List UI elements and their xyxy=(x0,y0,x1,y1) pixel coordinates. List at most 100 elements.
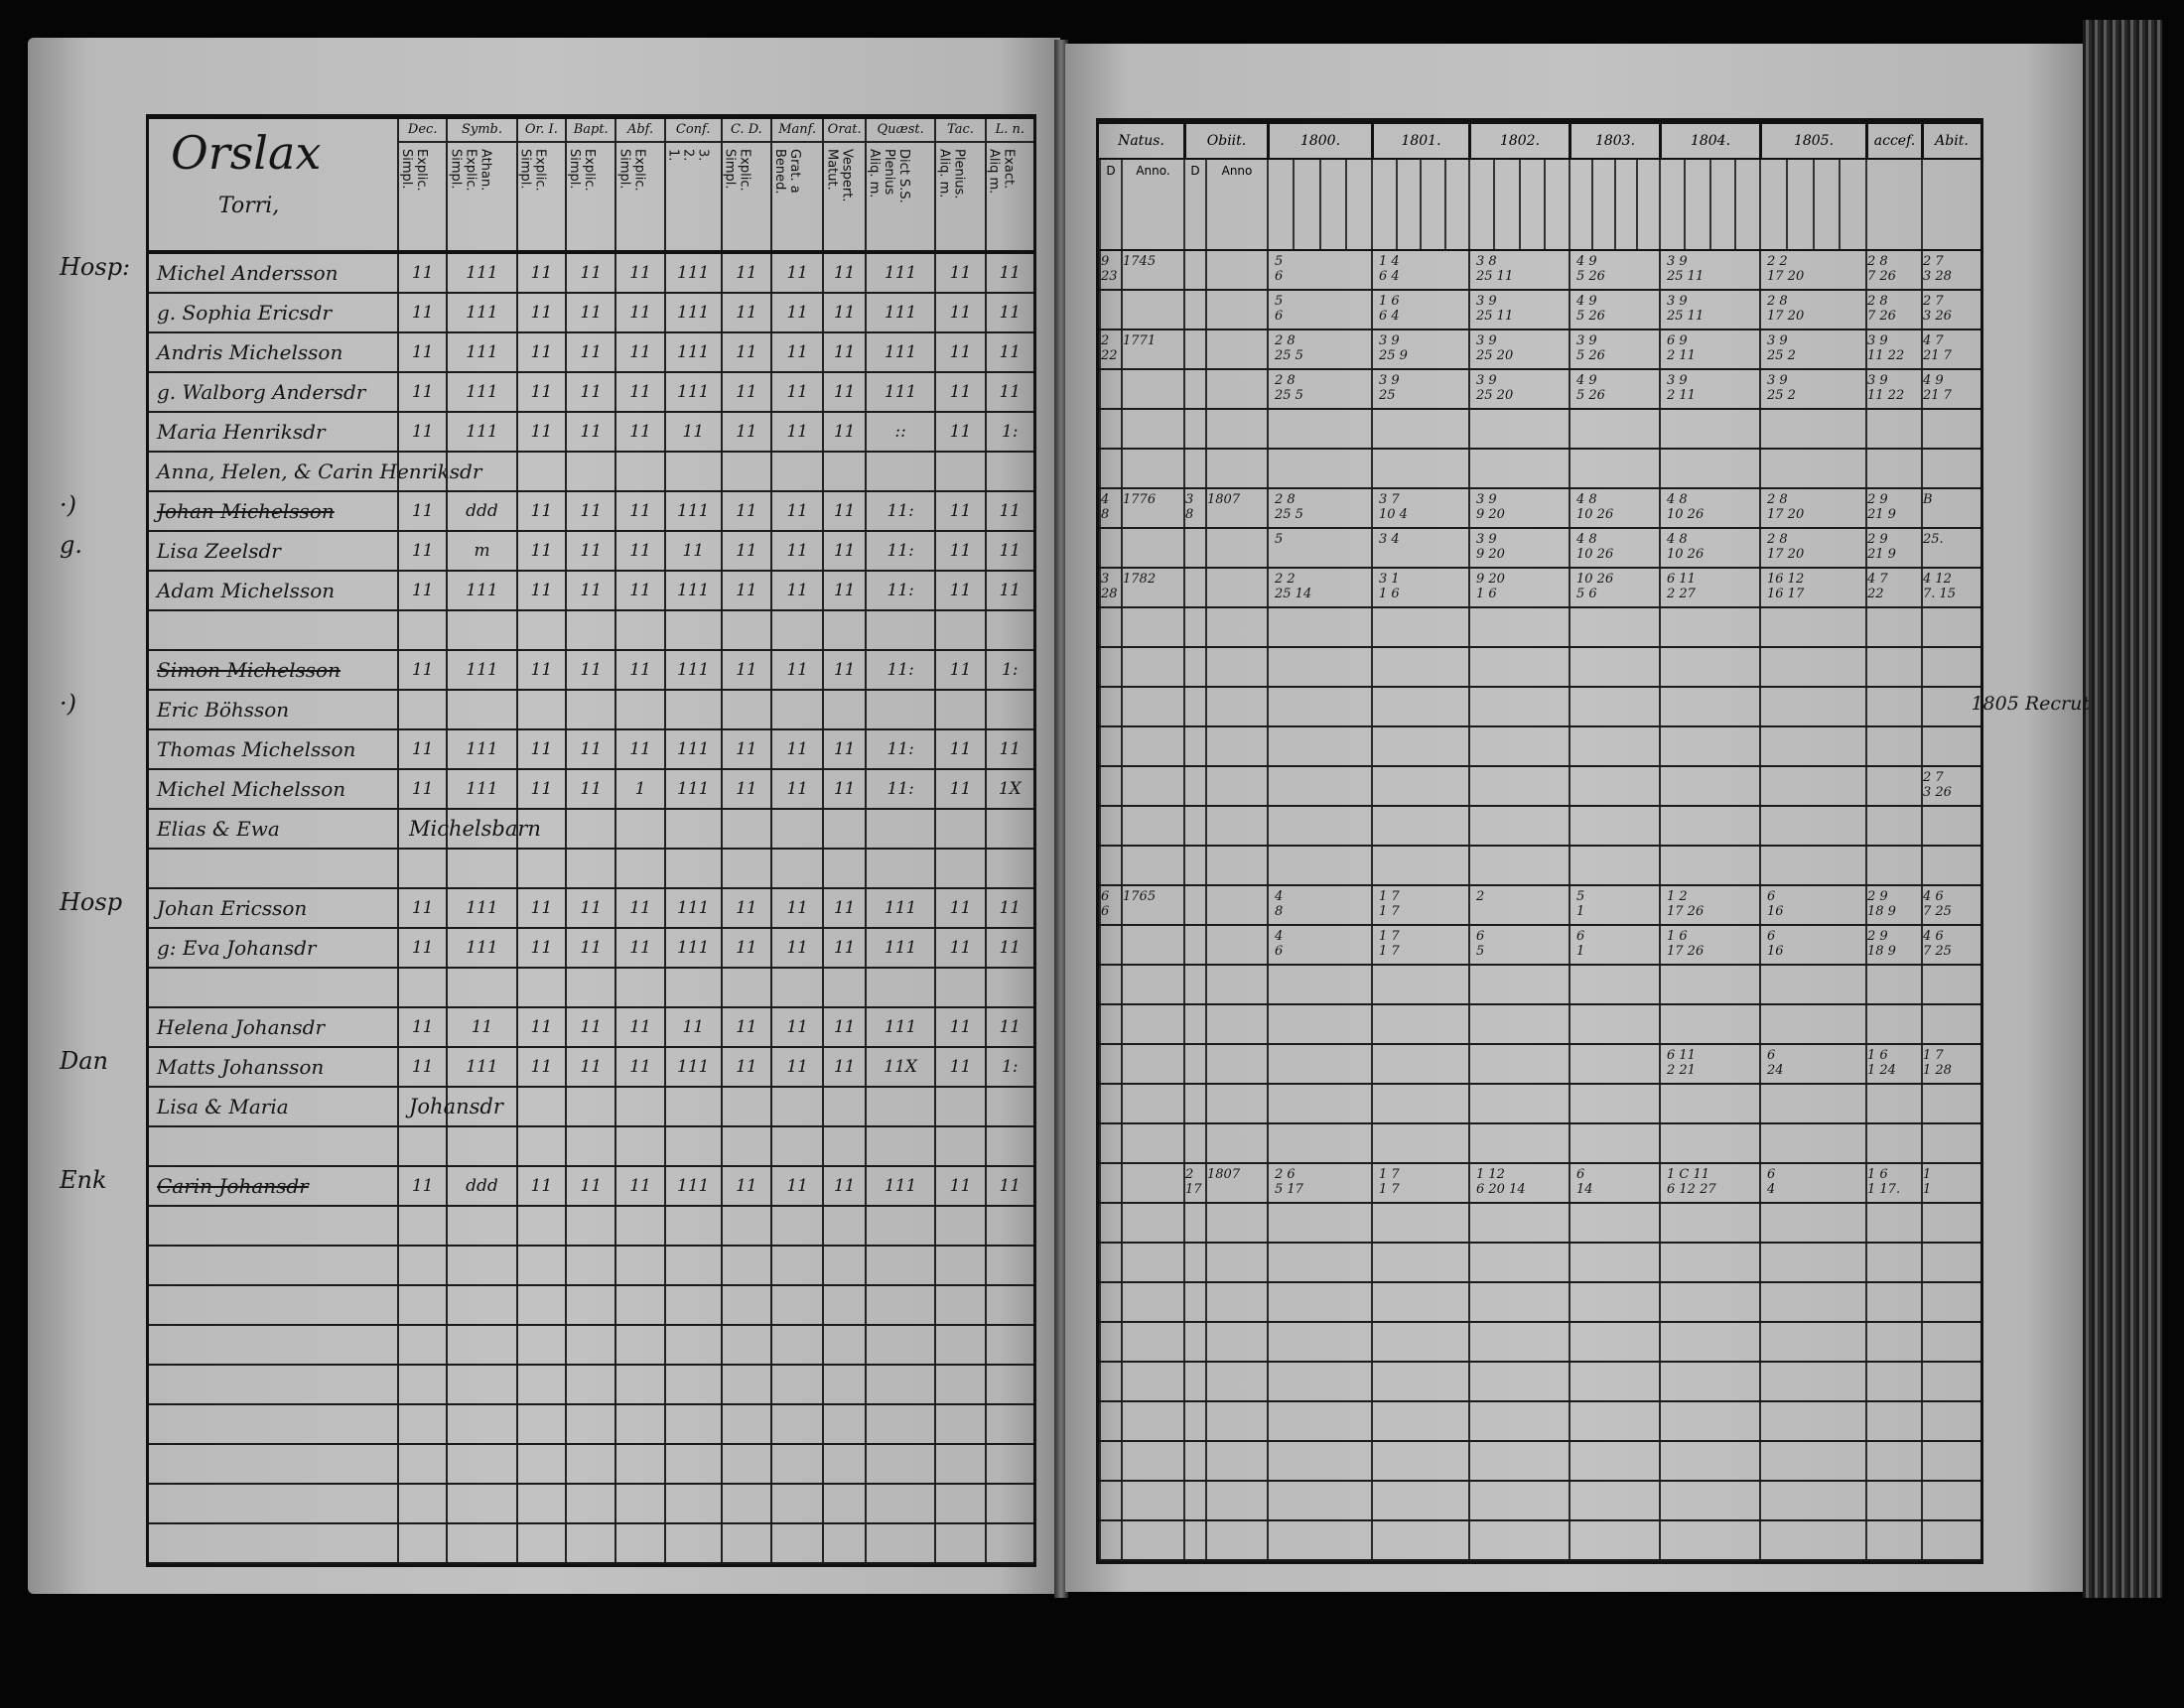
subcolumn-header xyxy=(1395,160,1421,249)
mark-cell xyxy=(614,611,663,649)
mark-cell xyxy=(934,1366,984,1403)
year-cell xyxy=(1267,1283,1371,1321)
column-header: Dec. Explic. Simpl. xyxy=(397,119,447,250)
mark-cell: 11 xyxy=(822,929,865,967)
mark-cell: 11 xyxy=(515,373,565,411)
mark-cell xyxy=(934,1088,984,1125)
mark-cell xyxy=(720,453,770,490)
mark-cell: 11 xyxy=(397,294,446,331)
year-cell xyxy=(1659,1085,1759,1122)
year-cell: 2 2 25 14 xyxy=(1267,569,1371,606)
column-subheader: Explic. Simpl. xyxy=(616,149,647,192)
year-cell xyxy=(1468,966,1569,1003)
mark-cell xyxy=(720,1445,770,1483)
mark-cell: 11 xyxy=(565,1167,614,1205)
obiit-year xyxy=(1205,1323,1267,1361)
column-header-group: Natus. xyxy=(1118,133,1164,149)
column-name: Orat. xyxy=(824,119,866,143)
natus-day xyxy=(1099,847,1121,884)
mark-cell xyxy=(865,1366,934,1403)
person-name: g. Sophia Ericsdr xyxy=(157,301,333,325)
year-cell xyxy=(1371,807,1468,845)
obiit-year xyxy=(1205,1521,1267,1559)
year-cell xyxy=(1569,966,1659,1003)
year-cell: 6 14 xyxy=(1569,1164,1659,1202)
accef-cell: 2 9 21 9 xyxy=(1865,529,1921,567)
column-name: Manf. xyxy=(772,119,823,143)
abit-cell xyxy=(1921,1124,1979,1162)
natus-year xyxy=(1121,807,1183,845)
mark-cell xyxy=(663,1286,721,1324)
mark-cell: 11 xyxy=(984,730,1033,768)
mark-cell: 11 xyxy=(515,1008,565,1046)
year-cell xyxy=(1759,410,1865,448)
year-cell: 3 1 1 6 xyxy=(1371,569,1468,606)
mark-cell xyxy=(822,611,865,649)
mark-cell xyxy=(984,1485,1033,1522)
mark-cell xyxy=(515,1207,565,1245)
table-row xyxy=(1099,727,1980,767)
mark-cell xyxy=(770,810,822,848)
year-cell: 6 24 xyxy=(1759,1045,1865,1083)
mark-cell xyxy=(770,1286,822,1324)
subcolumn-header xyxy=(1636,160,1659,249)
mark-cell: 11 xyxy=(934,294,984,331)
year-cell xyxy=(1659,1442,1759,1480)
accef-cell: 3 9 11 22 xyxy=(1865,330,1921,368)
year-cell xyxy=(1267,1124,1371,1162)
mark-cell: 111 xyxy=(663,651,721,689)
mark-cell: 11 xyxy=(397,1048,446,1086)
year-cell xyxy=(1759,688,1865,725)
accef-cell xyxy=(1865,1482,1921,1519)
year-cell xyxy=(1468,450,1569,487)
mark-cell xyxy=(614,1524,663,1562)
mark-cell xyxy=(515,611,565,649)
year-cell xyxy=(1759,847,1865,884)
mark-cell: 111 xyxy=(446,572,515,609)
natus-year xyxy=(1121,1045,1183,1083)
table-row: Elias & Ewa Michelsbarn xyxy=(149,810,1033,850)
mark-cell: 11 xyxy=(770,373,822,411)
mark-cell: 111 xyxy=(446,1048,515,1086)
mark-cell xyxy=(865,453,934,490)
mark-cell xyxy=(984,1207,1033,1245)
mark-cell xyxy=(515,850,565,887)
column-name: Abf. xyxy=(616,119,664,143)
subcolumn-header: D xyxy=(1183,160,1205,249)
mark-cell xyxy=(720,1286,770,1324)
year-cell: 3 9 9 20 xyxy=(1468,489,1569,527)
column-header-year: 1802. xyxy=(1468,124,1569,158)
mark-cell xyxy=(984,691,1033,728)
subcolumn-header xyxy=(1493,160,1518,249)
obiit-day xyxy=(1183,1363,1205,1400)
mark-cell: 11 xyxy=(614,572,663,609)
abit-cell: 2 7 3 26 xyxy=(1921,291,1979,328)
obiit-day xyxy=(1183,688,1205,725)
table-row: 1805 Recrut xyxy=(1099,688,2090,727)
mark-cell: 11 xyxy=(984,572,1033,609)
natus-day xyxy=(1099,1124,1121,1162)
year-cell xyxy=(1569,450,1659,487)
mark-cell xyxy=(934,1127,984,1165)
mark-cell: 11 xyxy=(822,1048,865,1086)
mark-cell: 1X xyxy=(984,770,1033,808)
person-name xyxy=(149,850,397,887)
column-header-group: Obiit. xyxy=(1183,124,1267,158)
natus-day: 2 22 xyxy=(1099,330,1121,368)
year-cell: 6 9 2 11 xyxy=(1659,330,1759,368)
mark-cell: 11 xyxy=(397,373,446,411)
year-cell: 10 26 5 6 xyxy=(1569,569,1659,606)
abit-cell xyxy=(1921,1402,1979,1440)
abit-cell xyxy=(1921,847,1979,884)
natus-year xyxy=(1121,966,1183,1003)
table-row xyxy=(149,1247,1033,1286)
year-cell: 3 4 xyxy=(1371,529,1468,567)
abit-cell xyxy=(1921,450,1979,487)
column-name: C. D. xyxy=(722,119,771,143)
mark-cell: m xyxy=(446,532,515,570)
year-cell xyxy=(1468,1363,1569,1400)
mark-cell: 11 xyxy=(770,770,822,808)
abit-cell: 25. xyxy=(1921,529,1979,567)
subcolumn-header xyxy=(1708,160,1734,249)
table-row xyxy=(1099,1085,1980,1124)
